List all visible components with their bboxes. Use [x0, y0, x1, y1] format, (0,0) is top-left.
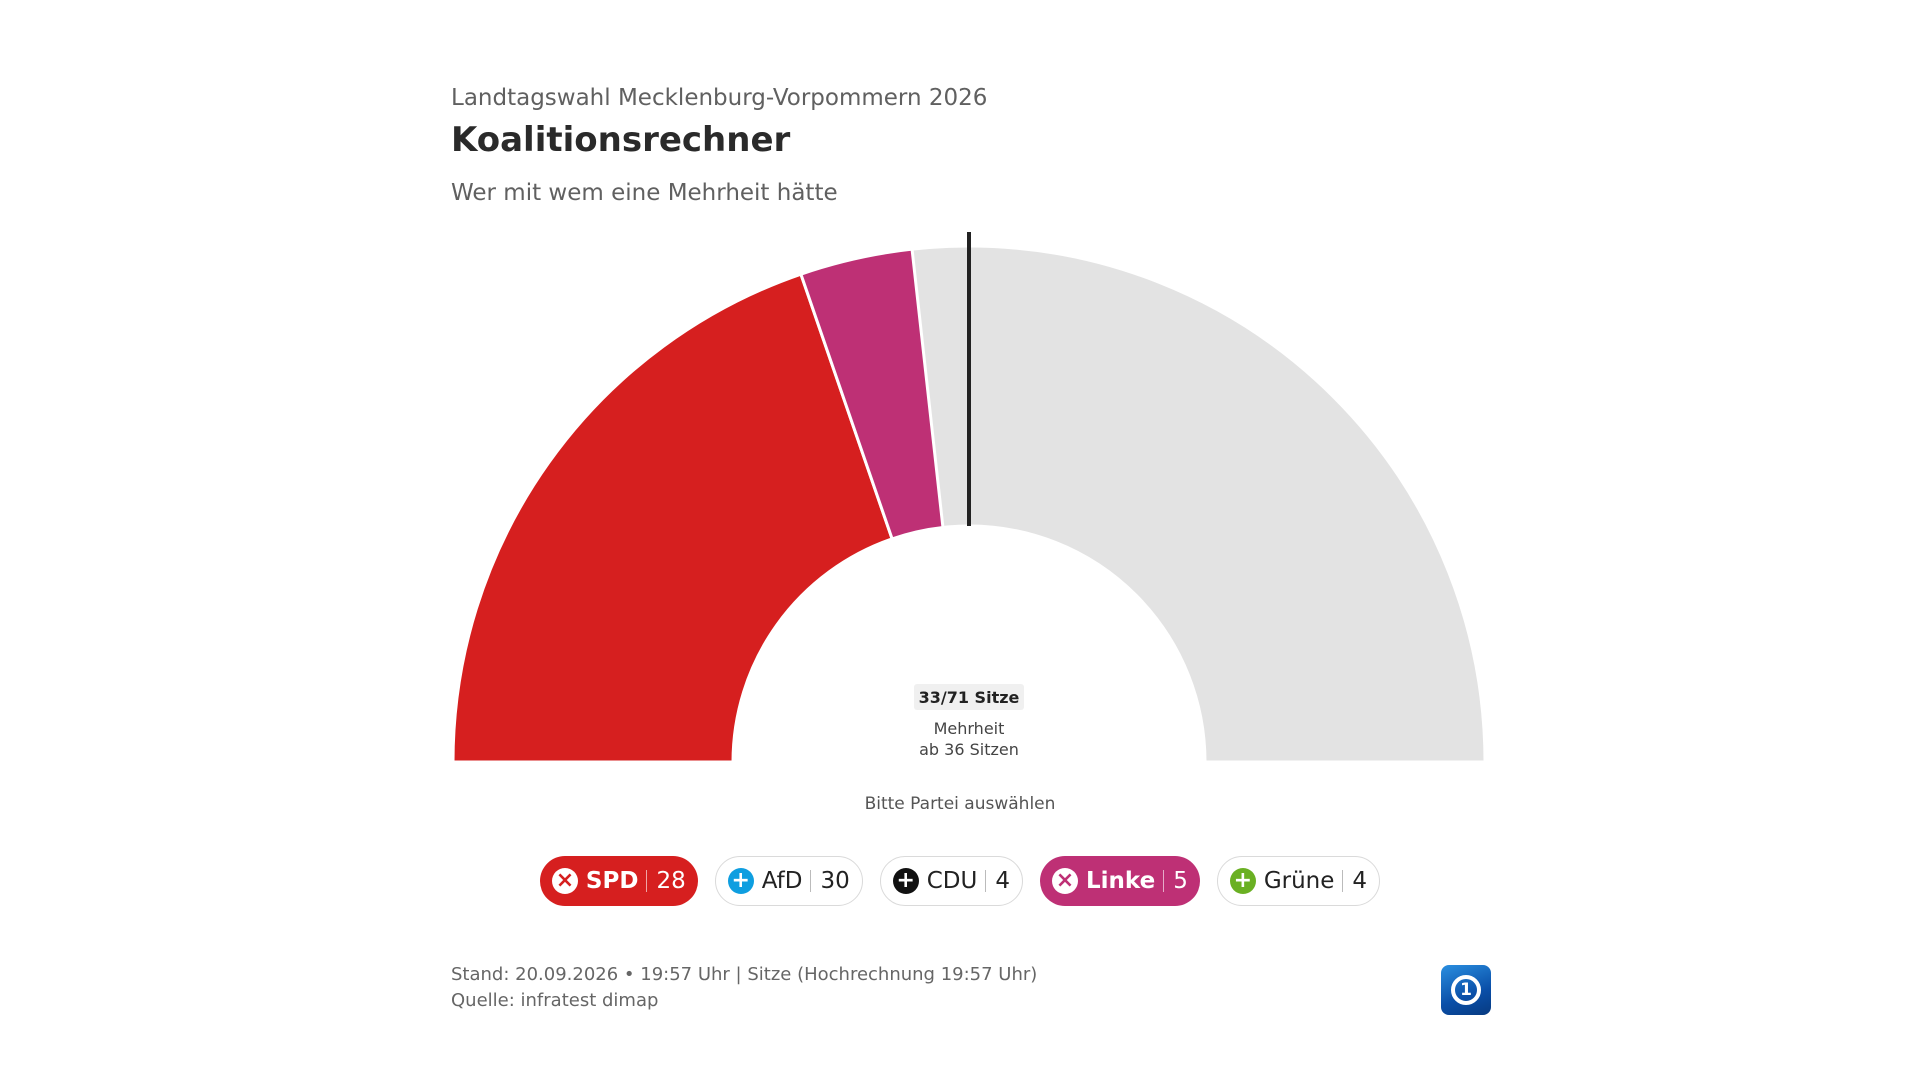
separator: [646, 870, 648, 892]
separator: [1163, 870, 1165, 892]
separator: [810, 870, 812, 892]
party-name: SPD: [585, 868, 639, 894]
party-button-cdu[interactable]: + CDU 4: [879, 856, 1023, 906]
separator: [985, 870, 987, 892]
page-title: Koalitionsrechner: [451, 120, 791, 160]
plus-icon: +: [727, 868, 754, 894]
close-icon: ×: [1051, 868, 1078, 894]
party-button-row: × SPD 28 + AfD 30 + CDU 4 × Linke 5 + Gr…: [0, 856, 1920, 906]
party-name: AfD: [761, 868, 803, 894]
party-seats: 28: [656, 868, 686, 894]
footer: Stand: 20.09.2026 • 19:57 Uhr | Sitze (H…: [451, 962, 1037, 1014]
chart-overline: Landtagswahl Mecklenburg-Vorpommern 2026: [451, 85, 988, 111]
plus-icon: +: [892, 868, 919, 894]
majority-label-line2: ab 36 Sitzen: [919, 740, 1019, 759]
plus-icon: +: [1229, 868, 1256, 894]
seat-count-badge-bg: [914, 684, 1024, 710]
segment-spd: [451, 272, 895, 764]
close-icon: ×: [551, 868, 578, 894]
ard-logo-icon[interactable]: 1: [1441, 965, 1491, 1015]
party-seats: 4: [995, 868, 1010, 894]
logo-mark: 1: [1451, 975, 1481, 1005]
coalition-chart: 33/71 Sitze Mehrheit ab 36 Sitzen: [451, 232, 1487, 764]
party-button-afd[interactable]: + AfD 30: [714, 856, 863, 906]
separator: [1342, 870, 1344, 892]
party-button-spd[interactable]: × SPD 28: [539, 856, 698, 906]
footer-stand: Stand: 20.09.2026 • 19:57 Uhr | Sitze (H…: [451, 964, 1038, 985]
majority-label-line1: Mehrheit: [934, 719, 1005, 738]
party-button-linke[interactable]: × Linke 5: [1039, 856, 1200, 906]
segment-linke: [798, 247, 945, 541]
select-party-hint: Bitte Partei auswählen: [864, 794, 1056, 814]
party-name: Grüne: [1263, 868, 1335, 894]
party-seats: 4: [1352, 868, 1368, 894]
party-seats: 5: [1173, 868, 1188, 894]
seat-count-label: 33/71 Sitze: [919, 688, 1020, 707]
footer-source: Quelle: infratest dimap: [451, 990, 659, 1011]
party-button-gruene[interactable]: + Grüne 4: [1216, 856, 1381, 906]
party-name: CDU: [926, 868, 978, 894]
party-seats: 30: [820, 868, 850, 894]
party-name: Linke: [1085, 868, 1156, 894]
chart-subtitle: Wer mit wem eine Mehrheit hätte: [451, 180, 838, 206]
